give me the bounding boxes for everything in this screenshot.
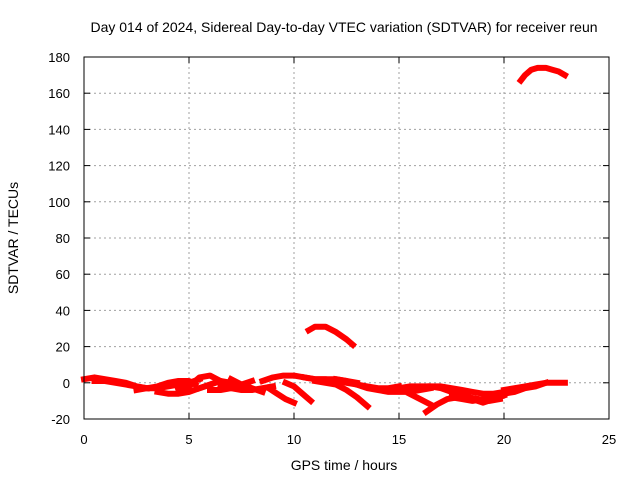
- grid-lines: [84, 57, 609, 419]
- y-tick-label: 20: [56, 340, 70, 355]
- x-tick-labels: 0 5 10 15 20 25: [80, 432, 616, 447]
- x-tick-label: 20: [497, 432, 511, 447]
- series-arc-9: [226, 375, 267, 396]
- series-arc-14: [311, 377, 372, 411]
- series-arc-18: [405, 389, 435, 409]
- axis-ticks: [83, 56, 610, 420]
- y-tick-label: 180: [48, 50, 70, 65]
- y-axis-label: SDTVAR / TECUs: [5, 182, 21, 294]
- chart-title: Day 014 of 2024, Sidereal Day-to-day VTE…: [90, 19, 597, 35]
- series-arc-23: [500, 379, 568, 394]
- y-tick-label: 120: [48, 159, 70, 174]
- x-tick-label: 0: [80, 432, 87, 447]
- y-tick-label: 0: [63, 376, 70, 391]
- y-tick-label: 160: [48, 86, 70, 101]
- y-tick-label: 140: [48, 122, 70, 137]
- series-arc-24: [516, 64, 569, 85]
- y-tick-label: 80: [56, 231, 70, 246]
- x-tick-label: 15: [392, 432, 406, 447]
- x-tick-label: 5: [185, 432, 192, 447]
- series-arc-22: [457, 387, 508, 406]
- series-arc-16: [332, 375, 434, 395]
- x-axis-label: GPS time / hours: [291, 457, 398, 473]
- series-arc-11: [264, 384, 298, 407]
- x-tick-label: 25: [602, 432, 616, 447]
- y-tick-labels: -20 0 20 40 60 80 100 120 140 160 180: [48, 50, 70, 427]
- x-tick-label: 10: [287, 432, 301, 447]
- y-tick-label: 60: [56, 267, 70, 282]
- data-series: [80, 64, 569, 416]
- y-tick-label: -20: [51, 412, 70, 427]
- series-arc-15: [304, 323, 358, 350]
- y-tick-label: 40: [56, 303, 70, 318]
- series-arc-3: [133, 378, 200, 394]
- series-arc-8: [217, 382, 277, 393]
- series-arc-12: [281, 378, 316, 406]
- series-arc-17: [385, 383, 466, 398]
- series-arc-5: [174, 372, 225, 394]
- y-tick-label: 100: [48, 195, 70, 210]
